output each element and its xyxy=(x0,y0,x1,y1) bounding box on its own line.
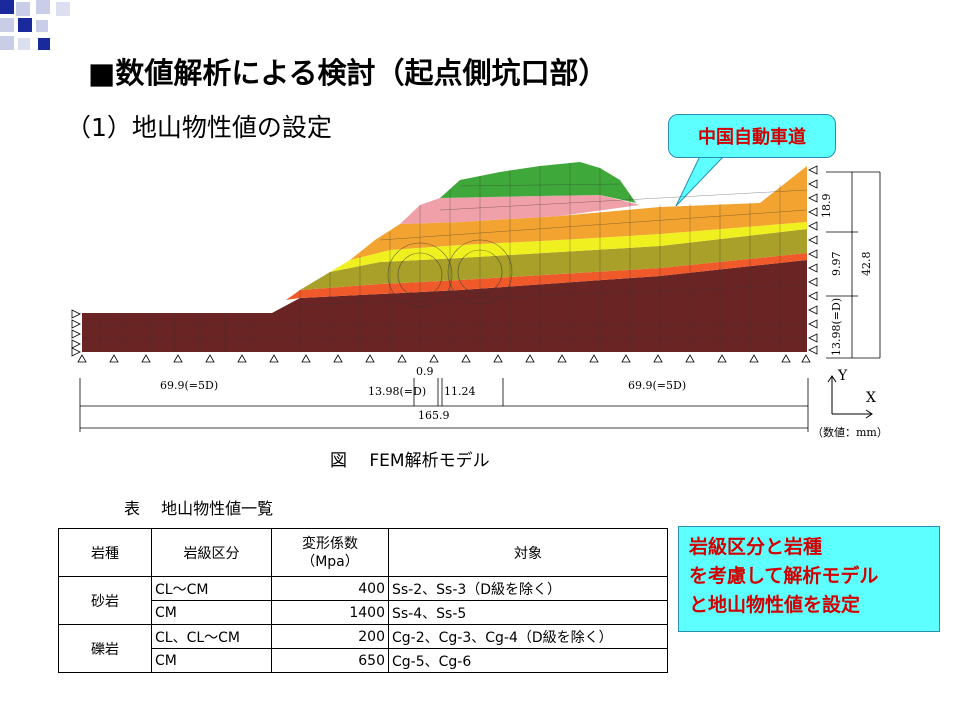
axis-indicator xyxy=(827,375,873,419)
figure-caption: 図 FEM解析モデル xyxy=(330,451,490,471)
section-subtitle: （1）地山物性値の設定 xyxy=(66,113,332,142)
axis-y-label: Y xyxy=(838,368,848,384)
dim-left-label: 69.9(=5D) xyxy=(160,379,219,392)
dimension-lines-horizontal xyxy=(79,378,809,432)
table-header-row: 岩種 岩級区分 変形係数 （Mpa） 対象 xyxy=(58,528,668,577)
layer-orange-red xyxy=(286,253,807,300)
dim-d2-label: 13.98(=D) xyxy=(368,385,427,398)
cell-modulus: 400 xyxy=(271,576,389,601)
cell-grade: CM xyxy=(151,648,272,673)
dim-v2-label: 9.97 xyxy=(830,251,843,277)
cell-rock: 砂岩 xyxy=(58,576,152,625)
layer-olive xyxy=(300,229,807,290)
cell-target: Cg-5、Cg-6 xyxy=(388,648,668,673)
cell-rock: 礫岩 xyxy=(58,624,152,673)
cell-grade: CM xyxy=(151,600,272,625)
cell-target: Ss-2、Ss-3（D級を除く） xyxy=(388,576,668,601)
layer-green xyxy=(440,162,636,203)
cell-grade: CL、CL～CM xyxy=(151,624,272,649)
cell-modulus: 650 xyxy=(271,648,389,673)
header-modulus: 変形係数 （Mpa） xyxy=(271,528,389,577)
table-row: 礫岩 CL、CL～CM 200 Cg-2、Cg-3、Cg-4（D級を除く） xyxy=(58,624,668,673)
dimension-lines-vertical xyxy=(826,171,881,359)
note-box: 岩級区分と岩種 を考慮して解析モデル と地山物性値を設定 xyxy=(678,526,940,632)
dim-d3-label: 11.24 xyxy=(444,385,476,398)
layer-orange xyxy=(350,166,807,260)
dim-total-label: 165.9 xyxy=(418,409,450,422)
table-row: CM 650 Cg-5、Cg-6 xyxy=(59,648,668,673)
properties-table: 岩種 岩級区分 変形係数 （Mpa） 対象 砂岩 CL～CM 400 Ss-2、… xyxy=(58,528,668,673)
note-line: と地山物性値を設定 xyxy=(689,594,861,616)
layer-yellow xyxy=(330,222,807,272)
dim-v1-label: 18.9 xyxy=(820,193,833,219)
note-line: 岩級区分と岩種 xyxy=(689,536,823,558)
fem-model-figure xyxy=(71,155,881,432)
right-supports xyxy=(808,165,818,355)
cell-target: Cg-2、Cg-3、Cg-4（D級を除く） xyxy=(388,624,668,649)
header-modulus-unit: （Mpa） xyxy=(301,553,359,570)
note-line: を考慮して解析モデル xyxy=(689,565,879,587)
dim-vtotal-label: 42.8 xyxy=(860,251,873,277)
cell-target: Ss-4、Ss-5 xyxy=(388,600,668,625)
header-rock: 岩種 xyxy=(58,528,152,577)
header-modulus-label: 変形係数 xyxy=(302,535,358,552)
dim-d1-label: 0.9 xyxy=(416,365,434,378)
units-note: （数値：mm） xyxy=(812,426,888,439)
dim-right-label: 69.9(=5D) xyxy=(628,379,687,392)
callout-chugoku-expressway: 中国自動車道 xyxy=(668,114,836,158)
header-grade: 岩級区分 xyxy=(151,528,272,577)
cell-modulus: 1400 xyxy=(271,600,389,625)
table-title: 表 地山物性値一覧 xyxy=(124,499,274,518)
left-supports xyxy=(71,309,81,357)
bottom-supports xyxy=(77,354,811,363)
tunnel-rings xyxy=(387,239,513,308)
callout-pointer xyxy=(675,155,726,207)
layer-dark-brown xyxy=(82,260,807,352)
table-row: 砂岩 CL～CM 400 Ss-2、Ss-3（D級を除く） xyxy=(58,576,668,625)
axis-x-label: X xyxy=(866,390,876,406)
page-title: ■数値解析による検討（起点側坑口部） xyxy=(88,56,608,90)
header-target: 対象 xyxy=(388,528,668,577)
cell-grade: CL～CM xyxy=(151,576,272,601)
dim-v3-label: 13.98(=D) xyxy=(830,297,843,356)
cell-modulus: 200 xyxy=(271,624,389,649)
mesh-grid xyxy=(82,163,808,352)
